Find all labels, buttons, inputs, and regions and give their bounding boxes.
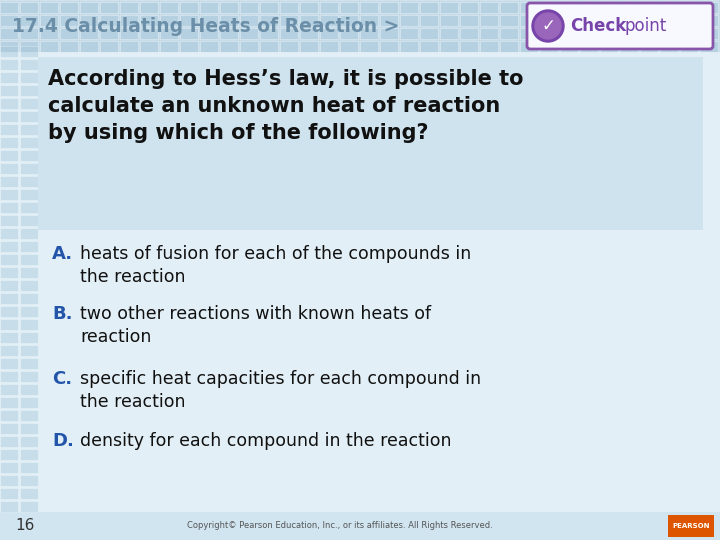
FancyBboxPatch shape xyxy=(660,15,678,26)
FancyBboxPatch shape xyxy=(560,28,578,39)
FancyBboxPatch shape xyxy=(220,41,238,52)
FancyBboxPatch shape xyxy=(500,15,518,26)
FancyBboxPatch shape xyxy=(360,15,378,26)
FancyBboxPatch shape xyxy=(620,2,638,13)
FancyBboxPatch shape xyxy=(600,41,618,52)
FancyBboxPatch shape xyxy=(20,319,38,330)
FancyBboxPatch shape xyxy=(140,41,158,52)
FancyBboxPatch shape xyxy=(240,28,258,39)
FancyBboxPatch shape xyxy=(20,410,38,421)
Text: 16: 16 xyxy=(15,518,35,534)
FancyBboxPatch shape xyxy=(0,280,18,291)
Text: Copyright© Pearson Education, Inc., or its affiliates. All Rights Reserved.: Copyright© Pearson Education, Inc., or i… xyxy=(187,522,493,530)
FancyBboxPatch shape xyxy=(280,2,298,13)
FancyBboxPatch shape xyxy=(80,2,98,13)
FancyBboxPatch shape xyxy=(620,28,638,39)
FancyBboxPatch shape xyxy=(460,2,478,13)
FancyBboxPatch shape xyxy=(420,28,438,39)
FancyBboxPatch shape xyxy=(20,98,38,109)
FancyBboxPatch shape xyxy=(400,28,418,39)
FancyBboxPatch shape xyxy=(480,2,498,13)
FancyBboxPatch shape xyxy=(180,15,198,26)
FancyBboxPatch shape xyxy=(0,46,18,57)
FancyBboxPatch shape xyxy=(0,189,18,200)
FancyBboxPatch shape xyxy=(520,15,538,26)
FancyBboxPatch shape xyxy=(0,293,18,304)
FancyBboxPatch shape xyxy=(300,2,318,13)
FancyBboxPatch shape xyxy=(380,41,398,52)
FancyBboxPatch shape xyxy=(20,371,38,382)
FancyBboxPatch shape xyxy=(460,28,478,39)
FancyBboxPatch shape xyxy=(0,501,18,512)
FancyBboxPatch shape xyxy=(620,41,638,52)
FancyBboxPatch shape xyxy=(80,15,98,26)
FancyBboxPatch shape xyxy=(0,0,720,52)
FancyBboxPatch shape xyxy=(680,2,698,13)
FancyBboxPatch shape xyxy=(580,2,598,13)
FancyBboxPatch shape xyxy=(120,2,138,13)
FancyBboxPatch shape xyxy=(20,28,38,39)
Text: point: point xyxy=(625,17,667,35)
FancyBboxPatch shape xyxy=(0,371,18,382)
FancyBboxPatch shape xyxy=(20,384,38,395)
FancyBboxPatch shape xyxy=(540,41,558,52)
FancyBboxPatch shape xyxy=(0,449,18,460)
FancyBboxPatch shape xyxy=(660,28,678,39)
FancyBboxPatch shape xyxy=(0,306,18,317)
Text: ✓: ✓ xyxy=(541,17,555,35)
FancyBboxPatch shape xyxy=(20,137,38,148)
FancyBboxPatch shape xyxy=(440,41,458,52)
FancyBboxPatch shape xyxy=(640,28,658,39)
FancyBboxPatch shape xyxy=(680,28,698,39)
FancyBboxPatch shape xyxy=(20,280,38,291)
FancyBboxPatch shape xyxy=(700,41,718,52)
Text: 17.4 Calculating Heats of Reaction >: 17.4 Calculating Heats of Reaction > xyxy=(12,17,400,36)
FancyBboxPatch shape xyxy=(480,28,498,39)
FancyBboxPatch shape xyxy=(240,15,258,26)
FancyBboxPatch shape xyxy=(0,59,18,70)
FancyBboxPatch shape xyxy=(0,215,18,226)
FancyBboxPatch shape xyxy=(20,202,38,213)
FancyBboxPatch shape xyxy=(0,410,18,421)
FancyBboxPatch shape xyxy=(360,2,378,13)
FancyBboxPatch shape xyxy=(80,28,98,39)
FancyBboxPatch shape xyxy=(668,515,714,537)
FancyBboxPatch shape xyxy=(20,59,38,70)
FancyBboxPatch shape xyxy=(0,475,18,486)
FancyBboxPatch shape xyxy=(360,41,378,52)
FancyBboxPatch shape xyxy=(20,85,38,96)
FancyBboxPatch shape xyxy=(520,2,538,13)
FancyBboxPatch shape xyxy=(100,41,118,52)
FancyBboxPatch shape xyxy=(480,41,498,52)
FancyBboxPatch shape xyxy=(180,28,198,39)
FancyBboxPatch shape xyxy=(180,2,198,13)
FancyBboxPatch shape xyxy=(520,28,538,39)
FancyBboxPatch shape xyxy=(600,15,618,26)
Text: C.: C. xyxy=(52,370,72,388)
FancyBboxPatch shape xyxy=(20,397,38,408)
FancyBboxPatch shape xyxy=(580,28,598,39)
FancyBboxPatch shape xyxy=(220,28,238,39)
FancyBboxPatch shape xyxy=(20,46,38,57)
FancyBboxPatch shape xyxy=(100,15,118,26)
FancyBboxPatch shape xyxy=(0,150,18,161)
FancyBboxPatch shape xyxy=(480,15,498,26)
FancyBboxPatch shape xyxy=(320,41,338,52)
FancyBboxPatch shape xyxy=(0,163,18,174)
FancyBboxPatch shape xyxy=(560,41,578,52)
FancyBboxPatch shape xyxy=(20,41,38,52)
FancyBboxPatch shape xyxy=(140,28,158,39)
FancyBboxPatch shape xyxy=(620,15,638,26)
FancyBboxPatch shape xyxy=(380,28,398,39)
FancyBboxPatch shape xyxy=(260,2,278,13)
FancyBboxPatch shape xyxy=(420,15,438,26)
FancyBboxPatch shape xyxy=(40,15,58,26)
FancyBboxPatch shape xyxy=(200,41,218,52)
FancyBboxPatch shape xyxy=(680,15,698,26)
FancyBboxPatch shape xyxy=(200,15,218,26)
FancyBboxPatch shape xyxy=(40,41,58,52)
FancyBboxPatch shape xyxy=(300,15,318,26)
FancyBboxPatch shape xyxy=(700,15,718,26)
FancyBboxPatch shape xyxy=(540,2,558,13)
